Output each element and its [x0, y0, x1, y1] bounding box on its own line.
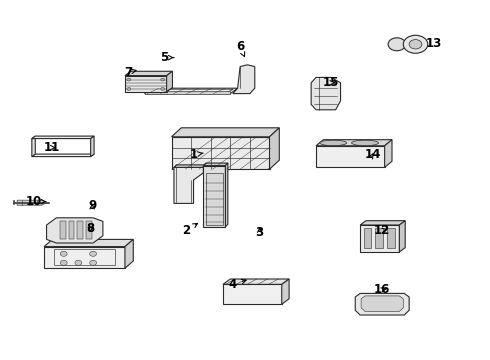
Text: 12: 12: [374, 224, 391, 237]
Text: 5: 5: [160, 51, 174, 64]
Ellipse shape: [352, 140, 379, 145]
Polygon shape: [145, 91, 230, 94]
Text: 7: 7: [124, 66, 136, 78]
Text: 14: 14: [364, 148, 381, 161]
Circle shape: [388, 38, 406, 51]
Text: 6: 6: [236, 40, 245, 57]
Text: 8: 8: [87, 222, 95, 235]
Polygon shape: [125, 76, 167, 92]
Polygon shape: [167, 71, 172, 92]
Polygon shape: [206, 173, 223, 225]
Text: 10: 10: [26, 195, 46, 208]
Text: 13: 13: [421, 37, 442, 50]
Ellipse shape: [319, 140, 347, 145]
Polygon shape: [360, 225, 399, 252]
Polygon shape: [316, 146, 385, 167]
Circle shape: [403, 35, 428, 53]
Polygon shape: [375, 228, 383, 248]
Polygon shape: [223, 284, 282, 304]
Text: 1: 1: [190, 148, 203, 161]
Circle shape: [127, 87, 131, 90]
Text: 9: 9: [88, 199, 96, 212]
Text: 16: 16: [374, 283, 391, 296]
Polygon shape: [203, 166, 225, 227]
Circle shape: [90, 251, 97, 256]
Polygon shape: [172, 128, 279, 137]
Polygon shape: [385, 140, 392, 167]
Polygon shape: [17, 200, 47, 205]
Polygon shape: [86, 221, 92, 239]
Polygon shape: [233, 65, 255, 94]
Text: 15: 15: [322, 76, 339, 89]
Polygon shape: [32, 136, 94, 139]
Polygon shape: [311, 77, 341, 110]
Polygon shape: [364, 228, 371, 248]
Circle shape: [90, 260, 97, 265]
Polygon shape: [174, 165, 206, 167]
Polygon shape: [399, 221, 405, 252]
Circle shape: [161, 87, 165, 90]
Polygon shape: [47, 218, 103, 243]
Circle shape: [161, 78, 165, 81]
Polygon shape: [355, 293, 409, 315]
Polygon shape: [282, 279, 289, 304]
Polygon shape: [44, 247, 125, 268]
Text: 4: 4: [229, 278, 246, 291]
Circle shape: [60, 260, 67, 265]
Polygon shape: [60, 221, 66, 239]
Polygon shape: [360, 221, 405, 225]
Polygon shape: [32, 154, 94, 157]
Polygon shape: [125, 239, 133, 268]
Polygon shape: [387, 228, 395, 248]
Polygon shape: [44, 239, 133, 247]
Circle shape: [127, 78, 131, 81]
Polygon shape: [172, 137, 270, 169]
Polygon shape: [125, 71, 172, 76]
Polygon shape: [69, 221, 74, 239]
Text: 3: 3: [256, 226, 264, 239]
Polygon shape: [174, 167, 203, 203]
Circle shape: [75, 260, 82, 265]
Polygon shape: [361, 296, 403, 311]
Polygon shape: [91, 136, 94, 157]
Polygon shape: [203, 163, 228, 166]
Polygon shape: [32, 136, 35, 157]
Polygon shape: [225, 163, 228, 227]
Polygon shape: [223, 279, 289, 284]
Polygon shape: [77, 221, 83, 239]
Text: 11: 11: [43, 141, 60, 154]
Polygon shape: [270, 128, 279, 169]
Circle shape: [409, 40, 422, 49]
Circle shape: [60, 251, 67, 256]
Polygon shape: [316, 140, 392, 146]
Text: 2: 2: [182, 224, 197, 237]
Polygon shape: [145, 88, 238, 94]
